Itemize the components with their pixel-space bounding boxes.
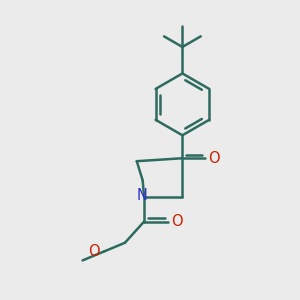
Text: O: O [171,214,183,229]
Text: N: N [136,188,147,202]
Text: O: O [208,151,220,166]
Text: O: O [88,244,100,259]
